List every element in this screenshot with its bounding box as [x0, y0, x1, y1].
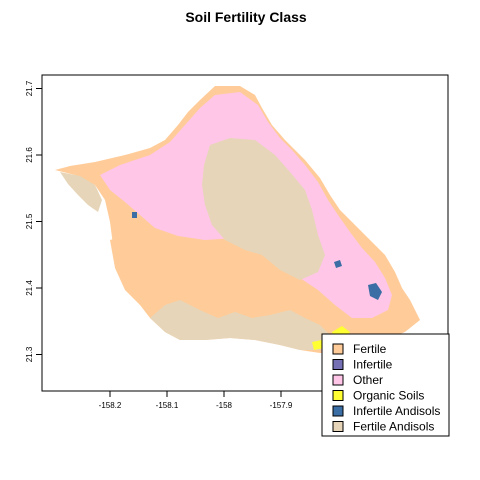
legend-swatch	[332, 359, 344, 370]
region-fertile-andisols-south	[150, 300, 330, 350]
y-tick-label: 21.4	[25, 280, 34, 296]
region-infertile-andisols-3	[334, 260, 342, 268]
x-tick-label: -158.2	[99, 401, 122, 410]
legend-label: Other	[353, 373, 383, 387]
legend-swatch	[332, 421, 344, 432]
y-tick-label: 21.5	[25, 213, 34, 229]
legend-swatch	[332, 374, 344, 386]
x-tick-label: -157.9	[270, 401, 293, 410]
legend-label: Organic Soils	[353, 389, 424, 403]
x-axis: -158.2 -158.1 -158 -157.9	[99, 391, 293, 410]
map-title: Soil Fertility Class	[185, 9, 307, 25]
region-infertile-andisols-2	[132, 212, 137, 218]
y-tick-label: 21.3	[25, 346, 34, 362]
x-tick-label: -158	[216, 401, 233, 410]
x-tick-label: -158.1	[156, 401, 179, 410]
region-fertile-andisols	[202, 138, 325, 280]
legend-swatch	[332, 390, 344, 401]
region-fertile-andisols-west	[60, 172, 102, 212]
region-organic-soils-2	[312, 340, 324, 350]
region-infertile-andisols	[368, 283, 382, 300]
legend-label: Fertile	[353, 342, 387, 356]
plot-frame	[41, 74, 449, 392]
y-tick-label: 21.7	[25, 80, 34, 96]
legend-swatch	[332, 343, 344, 355]
region-fertile-west	[110, 235, 170, 305]
legend-swatch	[332, 405, 344, 417]
y-tick-label: 21.6	[25, 147, 34, 163]
y-axis: 21.3 21.4 21.5 21.6 21.7	[25, 80, 42, 362]
legend-label: Infertile	[353, 358, 393, 372]
legend-label: Fertile Andisols	[353, 420, 434, 434]
map-regions	[55, 86, 420, 353]
legend-label: Infertile Andisols	[353, 404, 440, 418]
